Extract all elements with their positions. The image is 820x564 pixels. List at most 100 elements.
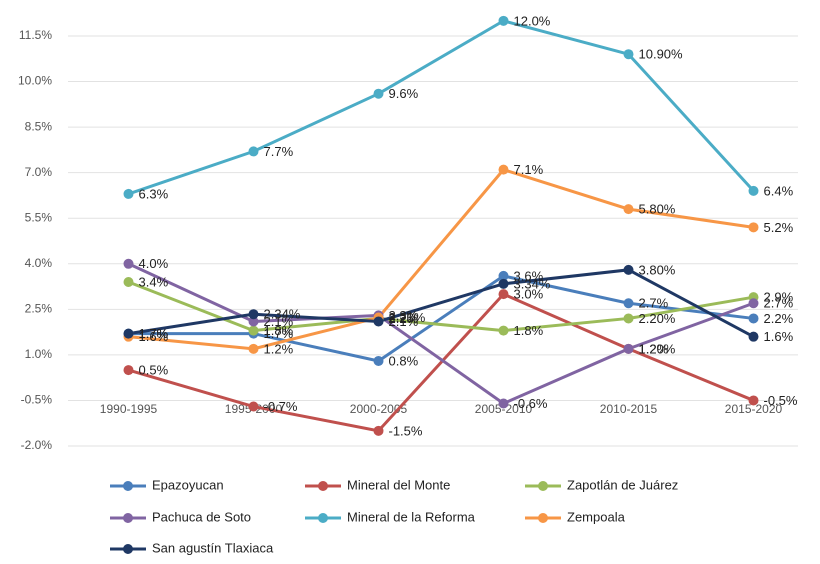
- data-label: 0.5%: [139, 363, 169, 378]
- data-label: 1.7%: [264, 326, 294, 341]
- legend-label: Pachuca de Soto: [152, 509, 251, 524]
- y-tick-label: 5.5%: [25, 210, 53, 224]
- data-point: [373, 425, 384, 436]
- data-point: [498, 164, 509, 175]
- data-label: 3.4%: [139, 274, 169, 289]
- data-point: [748, 298, 759, 309]
- data-label: 2.3%: [389, 308, 419, 323]
- y-tick-label: 7.0%: [25, 165, 53, 179]
- data-label: 2.7%: [764, 296, 794, 311]
- data-point: [123, 258, 134, 269]
- data-point: [248, 146, 259, 157]
- data-label: 1.2%: [264, 341, 294, 356]
- series-line: [128, 292, 755, 433]
- data-label: 2.2%: [764, 311, 794, 326]
- data-label: 3.34%: [514, 276, 551, 291]
- series-line: [128, 274, 754, 363]
- data-label: 1.2%: [639, 341, 669, 356]
- data-label: 0.8%: [389, 353, 419, 368]
- legend-label: Zapotlán de Juárez: [567, 477, 678, 492]
- legend-marker: [538, 481, 548, 491]
- series-line: [128, 19, 755, 196]
- data-point: [123, 277, 134, 287]
- legend-marker: [123, 481, 133, 491]
- data-label: 2.7%: [639, 296, 669, 311]
- data-point: [748, 185, 759, 196]
- y-tick-label: 8.5%: [25, 119, 53, 133]
- data-label: 1.7%: [139, 326, 169, 341]
- y-tick-label: -2.0%: [21, 438, 53, 452]
- data-label: 7.1%: [514, 162, 544, 177]
- data-point: [498, 325, 509, 336]
- data-label: 1.8%: [514, 323, 544, 338]
- data-label: 1.6%: [764, 329, 794, 344]
- data-label: 2.1%: [389, 314, 419, 329]
- data-point: [248, 343, 259, 354]
- legend-marker: [318, 513, 328, 523]
- data-point: [373, 88, 384, 99]
- data-label: 2.1%: [264, 314, 294, 329]
- y-tick-label: -0.5%: [21, 393, 53, 407]
- data-point: [623, 264, 634, 275]
- legend-label: Epazoyucan: [152, 477, 224, 492]
- series-line: [127, 280, 754, 333]
- x-tick-label: 1990-1995: [100, 402, 158, 416]
- data-point: [498, 398, 509, 409]
- data-label: 3.6%: [514, 268, 544, 283]
- data-point: [123, 188, 134, 199]
- data-label: 9.6%: [389, 86, 419, 101]
- data-label: 1.8%: [264, 323, 294, 338]
- legend-marker: [538, 513, 548, 523]
- data-label: 5.2%: [764, 220, 794, 235]
- legend-marker: [123, 544, 133, 554]
- data-label: 4.0%: [139, 256, 169, 271]
- data-label: 6.4%: [764, 183, 794, 198]
- data-point: [748, 313, 759, 324]
- data-point: [748, 331, 759, 342]
- data-point: [248, 401, 259, 412]
- data-point: [748, 222, 759, 233]
- data-label: -0.6%: [514, 396, 548, 411]
- x-tick-label: 2015-2020: [725, 402, 783, 416]
- data-point: [623, 204, 634, 215]
- legend-label: Mineral de la Reforma: [347, 509, 476, 524]
- data-label: 2.2%: [389, 311, 419, 326]
- legend-label: San agustín Tlaxiaca: [152, 540, 274, 555]
- legend-label: Mineral del Monte: [347, 477, 450, 492]
- data-label: 6.3%: [139, 186, 169, 201]
- legend-label: Zempoala: [567, 509, 626, 524]
- data-point: [498, 289, 509, 300]
- data-label: 2.20%: [639, 311, 676, 326]
- x-tick-label: 2005-2010: [475, 402, 533, 416]
- data-point: [248, 309, 259, 320]
- data-point: [123, 365, 134, 376]
- legend-marker: [123, 513, 133, 523]
- series-line: [128, 167, 754, 351]
- data-label: -0.7%: [264, 399, 298, 414]
- data-label: 2.9%: [764, 290, 794, 305]
- data-label: 3.0%: [514, 287, 544, 302]
- data-label: 10.90%: [639, 47, 684, 62]
- data-label: 5.80%: [639, 202, 676, 217]
- data-point: [623, 313, 634, 324]
- y-tick-label: 10.0%: [18, 74, 52, 88]
- data-label: 1.7%: [139, 326, 169, 341]
- data-point: [498, 278, 509, 289]
- x-tick-label: 2010-2015: [600, 402, 658, 416]
- y-tick-label: 11.5%: [19, 28, 52, 42]
- data-label: -0.5%: [764, 393, 798, 408]
- data-point: [623, 298, 634, 309]
- data-point: [748, 395, 759, 406]
- series-line: [128, 268, 755, 338]
- data-point: [498, 15, 509, 26]
- data-point: [373, 316, 384, 327]
- y-tick-label: 1.0%: [25, 347, 53, 361]
- y-tick-label: 2.5%: [25, 302, 53, 316]
- data-point: [248, 316, 259, 327]
- data-label: 12.0%: [514, 13, 551, 28]
- data-point: [248, 325, 259, 336]
- data-point: [373, 355, 384, 366]
- data-point: [498, 270, 509, 281]
- data-point: [623, 49, 634, 60]
